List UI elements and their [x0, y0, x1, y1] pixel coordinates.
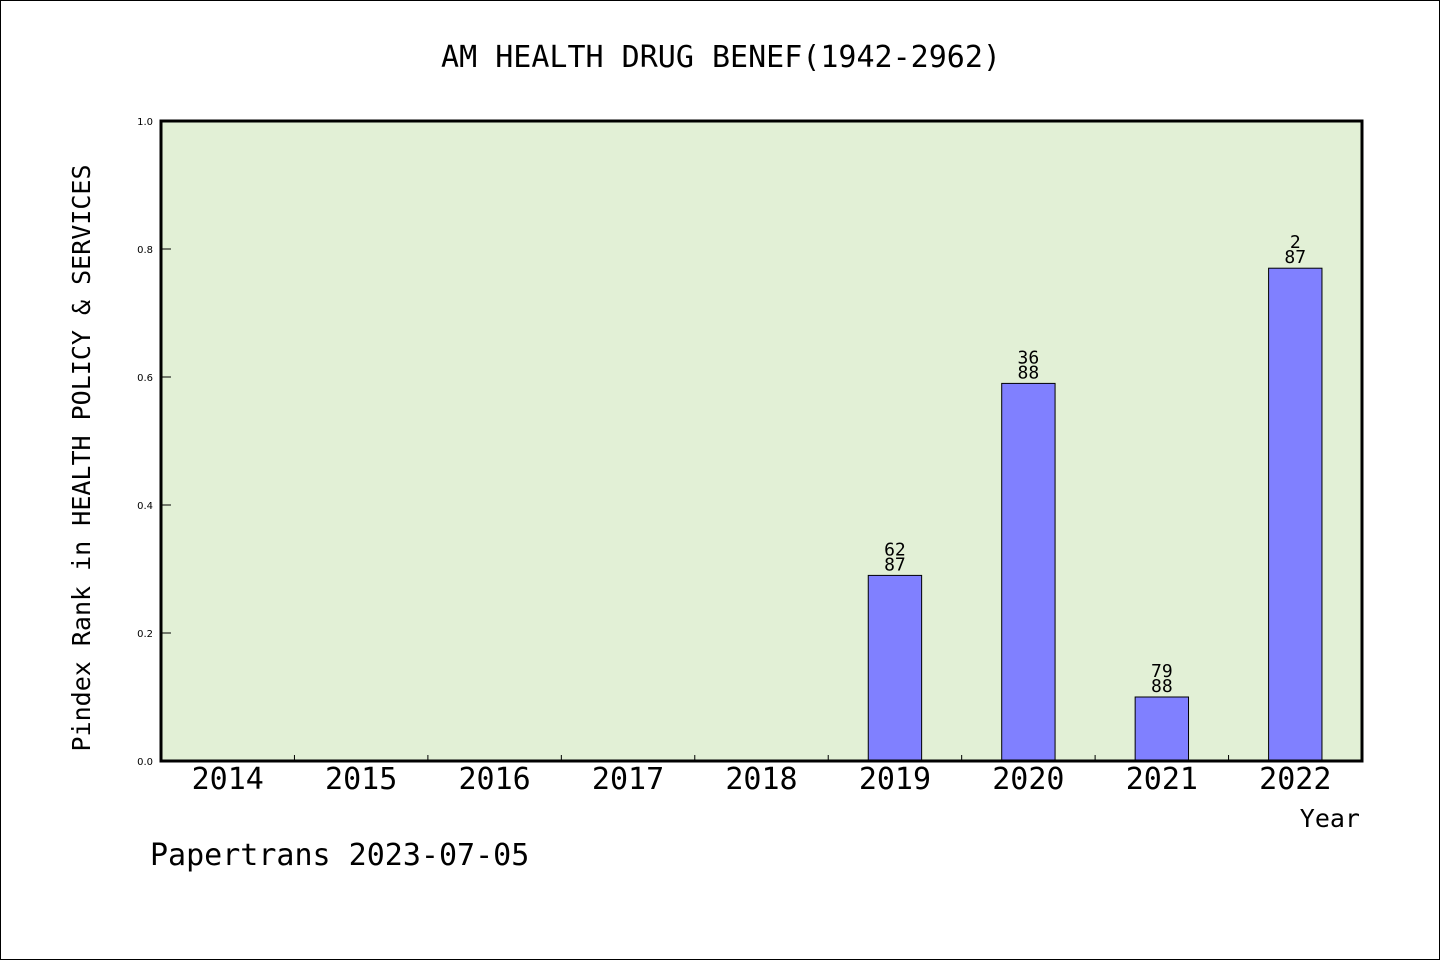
plot-frame	[159, 119, 1364, 763]
y-tick-label: 1.0	[137, 117, 153, 128]
x-tick-label: 2019	[859, 762, 931, 797]
y-tick-label: 0.0	[137, 757, 153, 768]
bar-label-top: 62	[884, 539, 906, 560]
y-tick-label: 0.2	[137, 629, 153, 640]
plot-background	[161, 121, 1362, 761]
bar-label-top: 2	[1290, 232, 1301, 253]
x-axis-label: Year	[1300, 804, 1360, 833]
x-axis-ticks: 2014 2015 2016 2017 2018 2019 2020 2021 2022	[192, 755, 1331, 797]
y-tick-label: 0.8	[137, 245, 153, 256]
chart-title: AM HEALTH DRUG BENEF(1942-2962)	[441, 40, 1001, 75]
bars-group	[867, 267, 1323, 762]
bar-label-bottom: 88	[1151, 676, 1173, 697]
y-tick-label: 0.6	[137, 373, 153, 384]
bar-label-bottom: 87	[1284, 247, 1306, 268]
footer-date-stamp: Papertrans 2023-07-05	[150, 838, 529, 873]
y-tick-label: 0.4	[137, 501, 153, 512]
bar-2020	[1001, 382, 1056, 762]
x-tick-label: 2018	[725, 762, 797, 797]
bar-label-bottom: 88	[1018, 362, 1040, 383]
x-tick-label: 2017	[592, 762, 664, 797]
y-axis-ticks: 0.0 0.2 0.4 0.6 0.8 1.0	[137, 117, 171, 768]
x-tick-label: 2020	[992, 762, 1064, 797]
x-tick-label: 2021	[1126, 762, 1198, 797]
bar-label-top: 36	[1018, 347, 1040, 368]
bar-2022	[1268, 267, 1323, 762]
x-tick-label: 2016	[458, 762, 530, 797]
bar-2019	[867, 574, 923, 762]
y-axis-label: Pindex Rank in HEALTH POLICY & SERVICES	[67, 165, 96, 752]
x-tick-label: 2015	[325, 762, 397, 797]
x-tick-label: 2022	[1259, 762, 1331, 797]
x-tick-label: 2014	[192, 762, 264, 797]
bar-2021	[1134, 696, 1190, 762]
bar-label-bottom: 87	[884, 554, 906, 575]
bar-label-top: 79	[1151, 661, 1173, 682]
